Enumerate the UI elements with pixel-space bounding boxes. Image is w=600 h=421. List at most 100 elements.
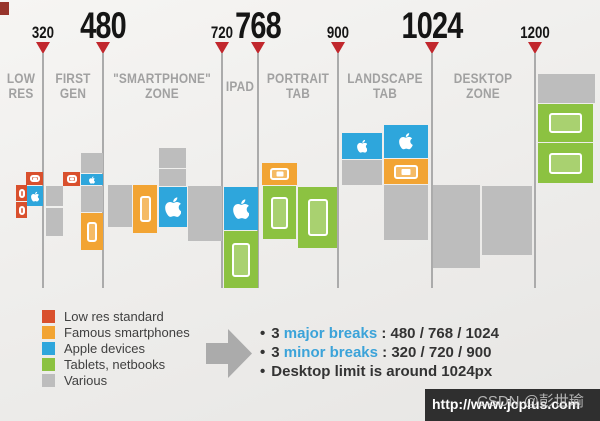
note-text: 3 <box>271 325 284 342</box>
legend: Low res standard Famous smartphones Apple … <box>42 308 190 388</box>
red-device-block <box>16 202 27 218</box>
apple-logo-icon <box>356 139 368 153</box>
note-highlight: major breaks <box>283 325 378 342</box>
green-device-block <box>263 186 296 239</box>
breakpoint-line <box>534 53 536 288</box>
bullet-icon: • <box>260 325 266 342</box>
note-highlight: minor breaks <box>283 344 378 361</box>
breakpoint-value: 720 <box>210 23 234 42</box>
watermark-bar: http://www.jcplus.com CSDN @彭世瑜 <box>425 389 600 421</box>
apple-logo-icon <box>232 198 250 219</box>
mobile-phone-landscape-icon <box>270 168 289 180</box>
notes: • 3 major breaks : 480 / 768 / 1024 • 3 min… <box>260 324 590 381</box>
tablet-portrait-icon <box>271 196 288 229</box>
note-line: • 3 minor breaks : 320 / 720 / 900 <box>260 343 590 362</box>
breakpoint-value: 900 <box>326 23 350 42</box>
gray-device-block <box>81 186 103 212</box>
gray-device-block <box>46 186 63 206</box>
note-text: 3 <box>271 344 284 361</box>
note-line: • Desktop limit is around 1024px <box>260 362 590 381</box>
green-device-block <box>538 104 593 142</box>
apple-logo-icon <box>30 191 40 201</box>
gray-device-block <box>384 185 428 240</box>
breakpoint-line <box>431 53 433 288</box>
apple-logo-icon <box>164 197 182 217</box>
phone-screen-dot <box>401 168 411 175</box>
note-text: Desktop limit is around 1024px <box>271 363 493 380</box>
blue-device-block <box>342 133 382 159</box>
legend-item-label: Famous smartphones <box>64 324 190 340</box>
blue-device-block <box>224 187 258 230</box>
breakpoint-value: 768 <box>235 5 282 46</box>
orange-device-block <box>262 163 297 185</box>
breakpoint-value: 320 <box>31 23 55 42</box>
gray-device-block <box>159 148 186 168</box>
gray-device-block <box>433 185 480 268</box>
breakpoint-line <box>221 53 223 288</box>
mobile-phone-portrait-icon <box>18 188 25 198</box>
blue-device-block <box>81 174 103 185</box>
legend-item: Various <box>42 372 190 388</box>
legend-item: Apple devices <box>42 340 190 356</box>
breakpoint-value: 480 <box>80 5 127 46</box>
legend-swatch <box>42 325 55 339</box>
breakpoint-value: 1024 <box>401 5 463 46</box>
breakpoint-marker-icon <box>425 42 439 54</box>
green-device-block <box>538 143 593 183</box>
zone-label: LANDSCAPE TAB <box>347 71 423 101</box>
legend-swatch <box>42 341 55 355</box>
bullet-icon: • <box>260 344 266 361</box>
watermark-overlay: CSDN @彭世瑜 <box>477 393 584 410</box>
phone-screen-dot <box>69 177 74 181</box>
gray-device-block <box>342 160 382 185</box>
breakpoint-line <box>42 53 44 288</box>
orange-device-block <box>133 185 157 233</box>
gray-device-block <box>159 169 186 186</box>
green-device-block <box>224 231 258 288</box>
corner-red-mark <box>0 2 9 15</box>
gray-device-block <box>538 74 595 103</box>
note-text: : 320 / 720 / 900 <box>378 344 492 361</box>
zone-label: FIRST GEN <box>55 71 91 101</box>
tablet-portrait-icon <box>232 242 250 277</box>
apple-logo-icon <box>399 133 413 150</box>
mobile-phone-portrait-icon <box>87 221 97 242</box>
mobile-phone-portrait-icon <box>139 196 151 222</box>
watermark-url: http://www.jcplus.com <box>432 396 581 412</box>
mobile-phone-portrait-icon <box>18 205 25 215</box>
breakpoint-marker-icon <box>331 42 345 54</box>
legend-item-label: Tablets, netbooks <box>64 356 166 372</box>
note-line: • 3 major breaks : 480 / 768 / 1024 <box>260 324 590 343</box>
blue-device-block <box>159 187 187 227</box>
gray-device-block <box>46 208 63 236</box>
orange-device-block <box>81 213 103 250</box>
legend-item: Famous smartphones <box>42 324 190 340</box>
green-device-block <box>298 187 337 248</box>
legend-swatch <box>42 373 55 387</box>
gray-device-block <box>188 186 222 241</box>
red-device-block <box>26 172 43 185</box>
red-device-block <box>63 172 80 186</box>
gray-device-block <box>108 185 132 227</box>
zone-label: DESKTOP ZONE <box>453 71 513 101</box>
mobile-phone-landscape-icon <box>394 164 418 179</box>
breakpoint-marker-icon <box>251 42 265 54</box>
breakpoint-line <box>102 53 104 288</box>
blue-device-block <box>27 186 43 206</box>
gray-device-block <box>81 153 103 173</box>
orange-device-block <box>384 159 428 184</box>
netbook-screen-icon <box>549 152 582 174</box>
legend-swatch <box>42 357 55 371</box>
red-device-block <box>16 185 27 201</box>
legend-item-label: Apple devices <box>64 340 145 356</box>
breakpoint-marker-icon <box>36 42 50 54</box>
blue-device-block <box>384 125 428 158</box>
phone-screen-dot <box>32 177 37 180</box>
breakpoint-line <box>257 53 259 288</box>
breakpoint-marker-icon <box>96 42 110 54</box>
breakpoint-marker-icon <box>528 42 542 54</box>
zone-label: PORTRAIT TAB <box>266 71 330 101</box>
breakpoint-value: 1200 <box>520 23 550 42</box>
bullet-icon: • <box>260 363 266 380</box>
